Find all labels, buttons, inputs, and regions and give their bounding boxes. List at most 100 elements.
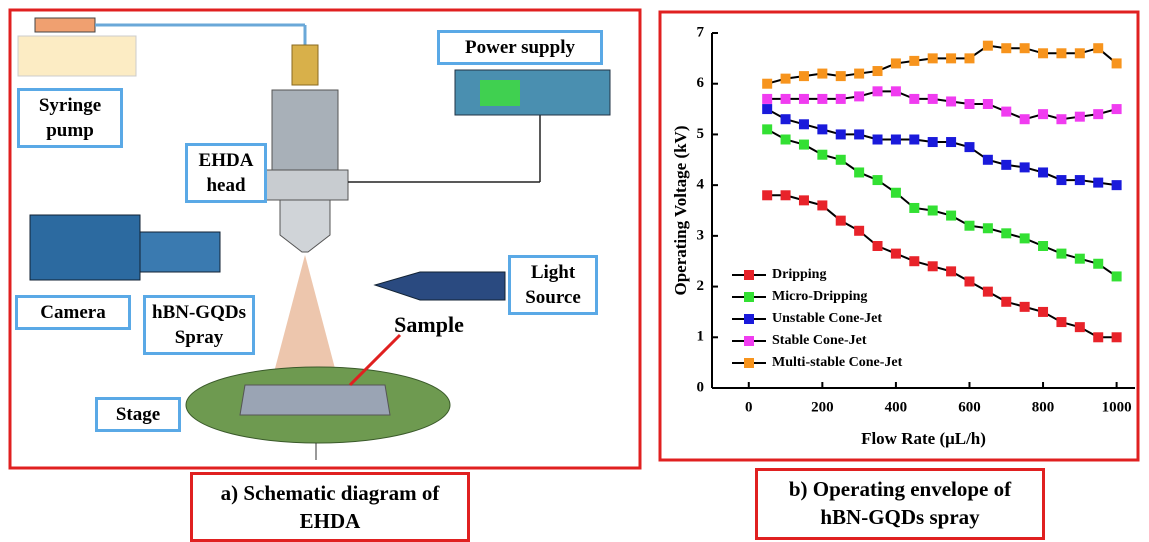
schematic bbox=[18, 18, 610, 460]
marker bbox=[836, 216, 846, 226]
marker bbox=[1001, 43, 1011, 53]
marker bbox=[928, 206, 938, 216]
marker bbox=[1020, 162, 1030, 172]
marker bbox=[817, 124, 827, 134]
marker bbox=[836, 155, 846, 165]
marker bbox=[964, 142, 974, 152]
marker bbox=[1056, 317, 1066, 327]
marker bbox=[1112, 104, 1122, 114]
marker bbox=[854, 91, 864, 101]
marker bbox=[891, 58, 901, 68]
y-tick-label: 6 bbox=[697, 75, 705, 91]
marker bbox=[873, 86, 883, 96]
marker bbox=[909, 135, 919, 145]
marker bbox=[909, 256, 919, 266]
x-tick-label: 600 bbox=[958, 399, 981, 415]
marker bbox=[781, 190, 791, 200]
marker bbox=[1038, 48, 1048, 58]
legend-label: Unstable Cone-Jet bbox=[772, 311, 882, 326]
caption-a: a) Schematic diagram of EHDA bbox=[190, 472, 470, 542]
marker bbox=[1093, 259, 1103, 269]
marker bbox=[1020, 302, 1030, 312]
marker bbox=[1093, 43, 1103, 53]
marker bbox=[1093, 332, 1103, 342]
marker bbox=[909, 203, 919, 213]
marker bbox=[1038, 241, 1048, 251]
marker bbox=[1075, 48, 1085, 58]
head-body bbox=[272, 90, 338, 170]
marker bbox=[928, 261, 938, 271]
legend-label: Dripping bbox=[772, 267, 826, 282]
marker bbox=[817, 94, 827, 104]
marker bbox=[1056, 249, 1066, 259]
marker bbox=[1112, 180, 1122, 190]
marker bbox=[891, 188, 901, 198]
marker bbox=[854, 226, 864, 236]
marker bbox=[762, 190, 772, 200]
legend-marker bbox=[744, 358, 754, 368]
marker bbox=[1020, 114, 1030, 124]
marker bbox=[1093, 109, 1103, 119]
y-axis-label: Operating Voltage (kV) bbox=[671, 126, 690, 296]
light-source bbox=[375, 272, 505, 300]
label-spray: hBN-GQDs Spray bbox=[143, 295, 255, 355]
marker bbox=[781, 114, 791, 124]
marker bbox=[928, 94, 938, 104]
marker bbox=[1112, 271, 1122, 281]
marker bbox=[762, 104, 772, 114]
marker bbox=[799, 119, 809, 129]
camera-body bbox=[30, 215, 140, 280]
marker bbox=[928, 137, 938, 147]
y-tick-label: 2 bbox=[697, 278, 705, 294]
marker bbox=[781, 74, 791, 84]
x-axis-label: Flow Rate (μL/h) bbox=[861, 429, 986, 448]
marker bbox=[1112, 58, 1122, 68]
marker bbox=[762, 94, 772, 104]
x-tick-label: 800 bbox=[1032, 399, 1055, 415]
power-box bbox=[455, 70, 610, 115]
marker bbox=[799, 94, 809, 104]
marker bbox=[1056, 175, 1066, 185]
marker bbox=[836, 71, 846, 81]
legend-marker bbox=[744, 292, 754, 302]
marker bbox=[1112, 332, 1122, 342]
camera-lens bbox=[140, 232, 220, 272]
marker bbox=[873, 241, 883, 251]
marker bbox=[983, 155, 993, 165]
x-tick-label: 1000 bbox=[1102, 399, 1132, 415]
marker bbox=[1020, 43, 1030, 53]
sample-plate bbox=[240, 385, 390, 415]
marker bbox=[946, 211, 956, 221]
legend-label: Stable Cone-Jet bbox=[772, 333, 867, 348]
syringe bbox=[35, 18, 95, 32]
marker bbox=[799, 140, 809, 150]
marker bbox=[1020, 233, 1030, 243]
marker bbox=[762, 79, 772, 89]
marker bbox=[964, 221, 974, 231]
marker bbox=[983, 41, 993, 51]
marker bbox=[1001, 107, 1011, 117]
label-light-source: Light Source bbox=[508, 255, 598, 315]
marker bbox=[1075, 322, 1085, 332]
legend-label: Micro-Dripping bbox=[772, 289, 867, 304]
marker bbox=[1056, 48, 1066, 58]
marker bbox=[817, 200, 827, 210]
marker bbox=[873, 135, 883, 145]
page: {"diagram": {"labels": {"syringe_pump": … bbox=[0, 0, 1149, 542]
panel-b-frame bbox=[660, 12, 1138, 460]
marker bbox=[909, 56, 919, 66]
legend-marker bbox=[744, 314, 754, 324]
marker bbox=[964, 99, 974, 109]
marker bbox=[1001, 160, 1011, 170]
y-tick-label: 3 bbox=[697, 227, 705, 243]
marker bbox=[854, 129, 864, 139]
fitting bbox=[292, 45, 318, 85]
pump-body bbox=[18, 36, 136, 76]
marker bbox=[781, 94, 791, 104]
label-power-supply: Power supply bbox=[437, 30, 603, 65]
marker bbox=[873, 66, 883, 76]
power-screen bbox=[480, 80, 520, 106]
label-ehda-head: EHDA head bbox=[185, 143, 267, 203]
marker bbox=[1038, 109, 1048, 119]
